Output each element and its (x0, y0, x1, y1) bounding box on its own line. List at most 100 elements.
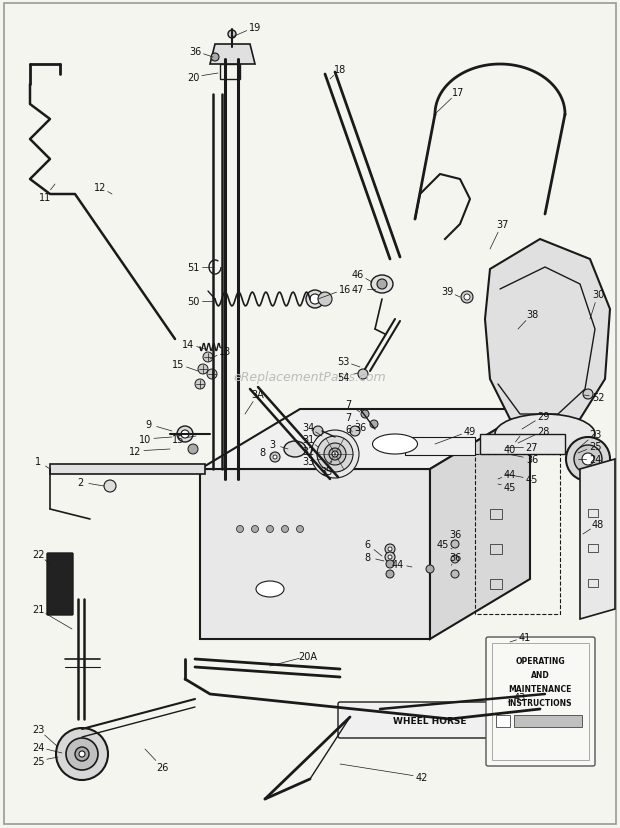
Text: 50: 50 (187, 296, 199, 306)
Text: 6: 6 (364, 539, 370, 549)
Circle shape (386, 561, 394, 568)
Text: 43: 43 (514, 692, 526, 702)
Polygon shape (50, 465, 205, 474)
Text: 6: 6 (345, 425, 351, 435)
Circle shape (188, 445, 198, 455)
Text: 39: 39 (441, 286, 453, 296)
Bar (514, 715, 582, 727)
Text: 3A: 3A (252, 389, 264, 400)
Text: 24: 24 (32, 742, 44, 752)
Text: 53: 53 (337, 357, 349, 367)
Circle shape (566, 437, 610, 481)
Text: 19: 19 (249, 23, 261, 33)
Circle shape (388, 556, 392, 560)
Text: 13: 13 (219, 347, 231, 357)
Bar (490, 580, 502, 590)
Text: 7: 7 (345, 400, 351, 410)
Text: 2: 2 (77, 478, 83, 488)
Text: 38: 38 (526, 310, 538, 320)
Text: 15: 15 (172, 359, 184, 369)
Polygon shape (480, 435, 565, 455)
Text: 44: 44 (504, 469, 516, 479)
Text: 54: 54 (337, 373, 349, 383)
Text: 10: 10 (139, 435, 151, 445)
Bar (490, 509, 502, 519)
Text: 40: 40 (504, 445, 516, 455)
Circle shape (281, 526, 288, 533)
Text: 12: 12 (129, 446, 141, 456)
Circle shape (104, 480, 116, 493)
Text: 36: 36 (526, 455, 538, 465)
Text: 28: 28 (537, 426, 549, 436)
Text: 15: 15 (172, 435, 184, 445)
Circle shape (386, 570, 394, 578)
Circle shape (388, 547, 392, 551)
Circle shape (306, 291, 324, 309)
Text: 30: 30 (592, 290, 604, 300)
Circle shape (329, 449, 341, 460)
Text: 26: 26 (156, 762, 168, 772)
Text: 36: 36 (449, 552, 461, 562)
Text: 34: 34 (302, 422, 314, 432)
Circle shape (310, 295, 320, 305)
Circle shape (574, 445, 602, 474)
Bar (405, 437, 475, 455)
Circle shape (377, 280, 387, 290)
Text: 17: 17 (452, 88, 464, 98)
Text: 12: 12 (94, 183, 106, 193)
Text: 45: 45 (526, 474, 538, 484)
Text: 37: 37 (496, 219, 508, 229)
Text: 8: 8 (364, 552, 370, 562)
Circle shape (177, 426, 193, 442)
Bar (588, 544, 598, 552)
Text: 35: 35 (320, 466, 332, 476)
Bar (588, 509, 598, 518)
Circle shape (195, 379, 205, 389)
Polygon shape (200, 469, 430, 639)
Text: 1: 1 (35, 456, 41, 466)
Text: 25: 25 (589, 441, 601, 451)
Text: 18: 18 (334, 65, 346, 75)
Text: 27: 27 (526, 442, 538, 452)
Bar (490, 544, 502, 554)
Ellipse shape (256, 581, 284, 597)
Text: OPERATING: OPERATING (515, 657, 565, 666)
Circle shape (311, 431, 359, 479)
Text: 25: 25 (32, 756, 44, 766)
Circle shape (313, 426, 323, 436)
Bar (475, 455, 560, 614)
Text: 21: 21 (32, 604, 44, 614)
Text: 20: 20 (187, 73, 199, 83)
Circle shape (350, 426, 360, 436)
Polygon shape (430, 410, 530, 639)
Circle shape (385, 544, 395, 554)
Text: WHEEL HORSE: WHEEL HORSE (393, 715, 467, 724)
Text: 8: 8 (259, 447, 265, 457)
Text: 51: 51 (187, 262, 199, 272)
Text: 3: 3 (269, 440, 275, 450)
Text: eReplacementParts.com: eReplacementParts.com (234, 370, 386, 383)
Circle shape (75, 747, 89, 761)
Circle shape (324, 444, 346, 465)
Circle shape (426, 566, 434, 573)
Text: 9: 9 (145, 420, 151, 430)
Circle shape (270, 452, 280, 463)
Text: 52: 52 (591, 392, 604, 402)
Text: 23: 23 (589, 430, 601, 440)
Circle shape (583, 389, 593, 400)
Text: 48: 48 (592, 519, 604, 529)
Text: 11: 11 (39, 193, 51, 203)
Circle shape (211, 54, 219, 62)
Circle shape (198, 364, 208, 374)
FancyBboxPatch shape (486, 638, 595, 766)
Text: 31: 31 (302, 435, 314, 445)
Bar (588, 580, 598, 587)
Circle shape (361, 411, 369, 418)
Circle shape (317, 436, 353, 473)
Text: 46: 46 (352, 270, 364, 280)
Circle shape (451, 570, 459, 578)
Text: 44: 44 (392, 560, 404, 570)
Circle shape (332, 451, 338, 457)
Circle shape (236, 526, 244, 533)
Circle shape (451, 556, 459, 563)
